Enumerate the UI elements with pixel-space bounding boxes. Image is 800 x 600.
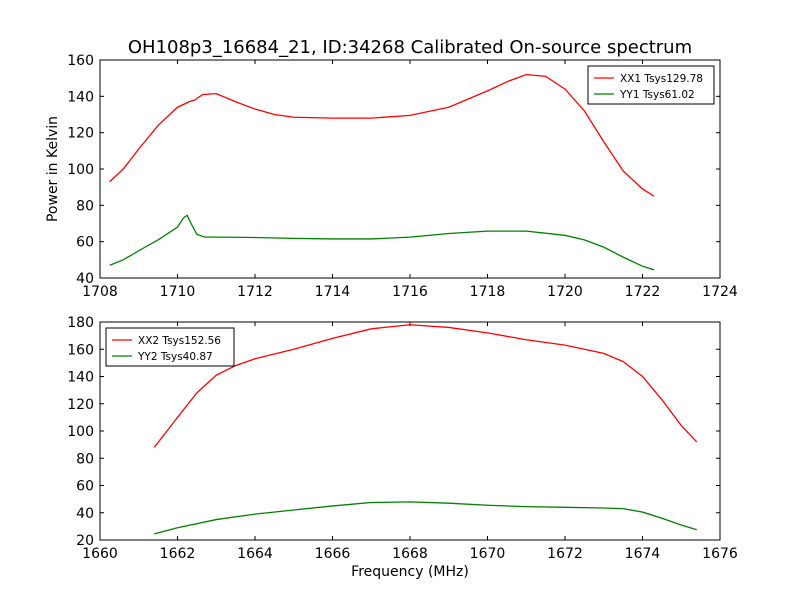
x-tick-label: 1668 — [392, 546, 428, 562]
y-tick-label: 80 — [76, 451, 94, 467]
y-tick-label: 100 — [67, 162, 94, 178]
y-tick-label: 160 — [67, 53, 94, 69]
y-tick-label: 120 — [67, 126, 94, 142]
chart-title: OH108p3_16684_21, ID:34268 Calibrated On… — [128, 37, 692, 58]
x-tick-label: 1712 — [237, 284, 273, 300]
y-tick-label: 140 — [67, 370, 94, 386]
top-panel: 1708 1710 1712 1714 1716 1718 1720 1722 1724 40 60… — [45, 53, 738, 300]
y-tick-label: 40 — [76, 506, 94, 522]
x-tick-label: 1664 — [237, 546, 273, 562]
bottom-panel: 1660 1662 1664 1666 1668 1670 1672 1674 1676 20 40… — [67, 315, 738, 580]
x-tick-label: 1674 — [625, 546, 661, 562]
x-tick-label: 1720 — [547, 284, 583, 300]
series-line-xx2 — [153, 324, 698, 448]
series-line-yy1 — [109, 214, 655, 271]
x-tick-label: 1716 — [392, 284, 428, 300]
series-line-yy2 — [154, 501, 697, 535]
x-tick-label: 1660 — [82, 546, 118, 562]
x-tick-label: 1722 — [625, 284, 661, 300]
y-tick-label: 140 — [67, 89, 94, 105]
x-tick-label: 1670 — [470, 546, 506, 562]
x-tick-label: 1710 — [160, 284, 196, 300]
x-tick-label: 1676 — [702, 546, 738, 562]
legend-entry: XX1 Tsys129.78 — [620, 73, 703, 85]
x-tick-label: 1718 — [470, 284, 506, 300]
y-tick-label: 120 — [67, 397, 94, 413]
y-tick-label: 100 — [67, 424, 94, 440]
legend — [587, 65, 715, 105]
y-tick-label: 80 — [76, 198, 94, 214]
x-axis-label: Frequency (MHz) — [351, 564, 469, 580]
y-tick-label: 20 — [76, 533, 94, 549]
x-tick-label: 1714 — [315, 284, 351, 300]
y-tick-label: 160 — [67, 342, 94, 358]
y-tick-label: 180 — [67, 315, 94, 331]
y-axis-label: Power in Kelvin — [45, 116, 61, 222]
y-tick-label: 40 — [76, 271, 94, 287]
legend-entry: XX2 Tsys152.56 — [138, 335, 221, 347]
y-tick-label: 60 — [76, 235, 94, 251]
series-line-xx1 — [109, 73, 655, 197]
legend-entry: YY1 Tsys61.02 — [619, 89, 695, 101]
legend — [105, 327, 235, 367]
x-tick-label: 1708 — [82, 284, 118, 300]
y-tick-label: 60 — [76, 479, 94, 495]
x-tick-label: 1662 — [160, 546, 196, 562]
x-tick-label: 1672 — [547, 546, 583, 562]
x-tick-label: 1724 — [702, 284, 738, 300]
legend-entry: YY2 Tsys40.87 — [137, 351, 213, 363]
x-tick-label: 1666 — [315, 546, 351, 562]
